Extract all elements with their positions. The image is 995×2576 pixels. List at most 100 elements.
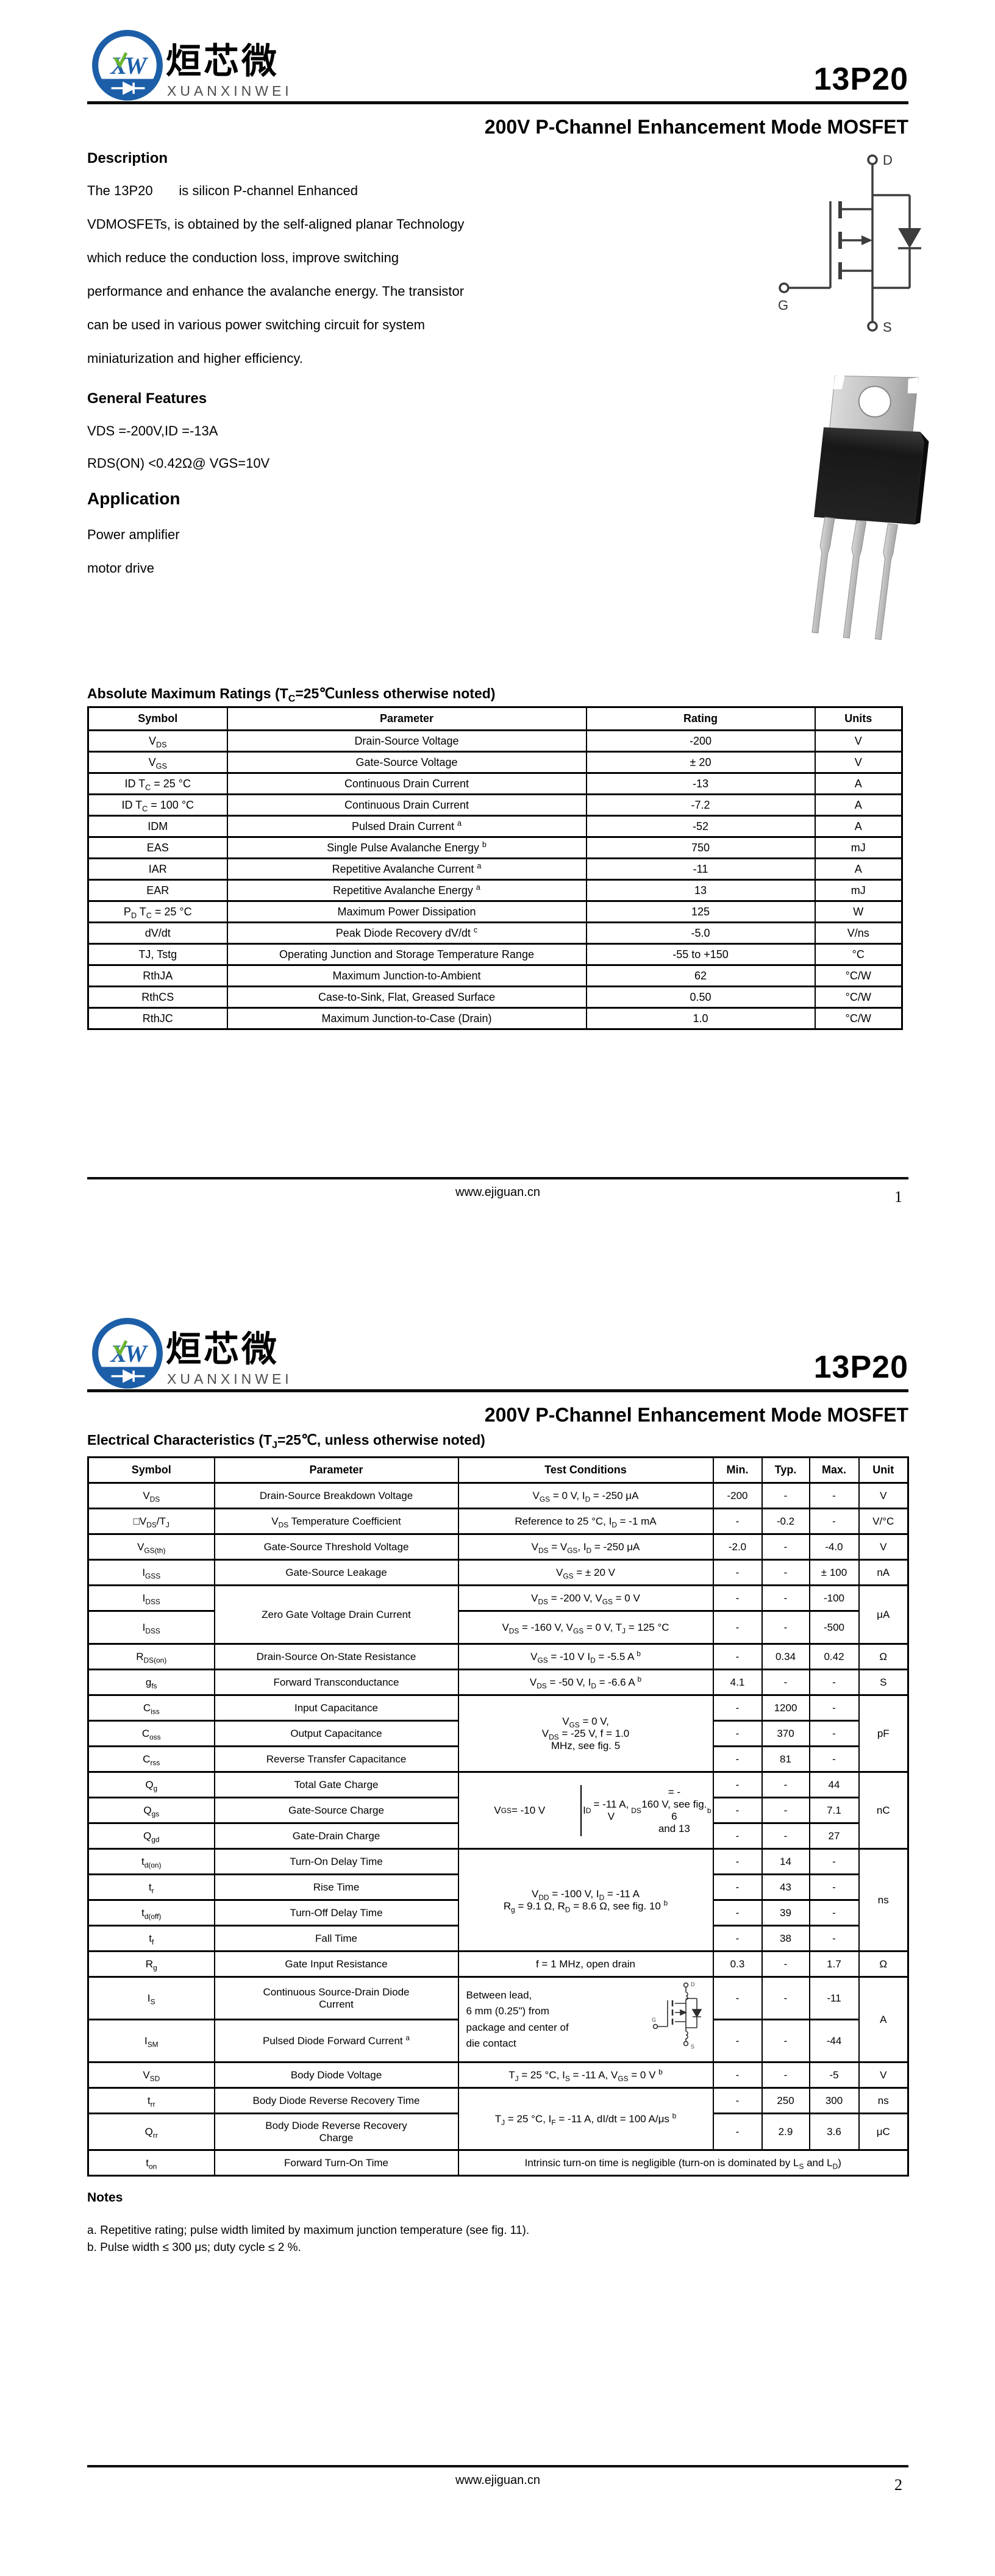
cell: A (814, 793, 903, 817)
header-divider (87, 1389, 908, 1392)
column-header: Parameter (226, 706, 587, 731)
cell: - (712, 1643, 763, 1670)
table-row: RthJA Maximum Junction-to-Ambient 62 °C/W (87, 964, 903, 987)
cell: EAR (87, 879, 228, 902)
cell: - (761, 1822, 810, 1850)
cell: Turn-On Delay Time (213, 1848, 459, 1875)
cell: Turn-Off Delay Time (213, 1899, 459, 1927)
cell: Ω (858, 1643, 909, 1670)
cell: - (712, 1559, 763, 1586)
cell: Total Gate Charge (213, 1771, 459, 1798)
cell: PD TC = 25 °C (87, 900, 228, 923)
footer-url[interactable]: www.ejiguan.cn (455, 2474, 540, 2487)
cell: - (808, 1899, 860, 1927)
table-row: RDS(on) Drain-Source On-State Resistance V… (87, 1643, 909, 1670)
to220-package-photo (811, 374, 929, 640)
cell: -4.0 (808, 1533, 860, 1561)
cell: - (761, 1559, 810, 1586)
table-row: tf Fall Time -38- (87, 1925, 908, 1952)
cell: - (761, 2061, 810, 2089)
feature-line: RDS(ON) <0.42Ω@ VGS=10V (87, 456, 270, 471)
cell: μC (858, 2113, 909, 2151)
mosfet-schematic-symbol: D G S (778, 152, 921, 335)
cell: 39 (761, 1899, 810, 1927)
cell: Ω (858, 1950, 909, 1978)
cell: °C (814, 943, 903, 966)
cell: Continuous Drain Current (226, 772, 587, 795)
page-1: XW 烜芯微 XUANXINWEI 13P20 200V P-Channel E… (87, 30, 929, 1206)
cell: 0.42 (808, 1643, 860, 1670)
cell: - (712, 1976, 763, 2020)
description-line: can be used in various power switching c… (87, 317, 425, 332)
description-paragraph: The 13P20 is silicon P-channel Enhanced … (87, 183, 599, 384)
cell: VSD (87, 2061, 215, 2089)
cell: Input Capacitance (213, 1694, 459, 1722)
part-number: 13P20 (813, 1350, 908, 1385)
column-header: Max. (808, 1456, 860, 1484)
cell: IDM (87, 815, 228, 838)
table-row: trr Body Diode Reverse Recovery Time TJ = … (87, 2087, 909, 2151)
table-row: IDSS Zero Gate Voltage Drain Current VDS =… (87, 1584, 909, 1645)
table-row: Ciss Input Capacitance VGS = 0 V, VDS = -25… (87, 1694, 909, 1773)
company-logo-icon: XW (92, 30, 163, 101)
cell: - (808, 1873, 860, 1901)
cell: - (761, 1482, 810, 1509)
table-row: Qgs Gate-Source Charge - -7.1 (87, 1797, 908, 1824)
cell: -11 (585, 857, 816, 881)
cell: Maximum Power Dissipation (226, 900, 587, 923)
cell: S (858, 1669, 909, 1696)
cell: - (761, 1533, 810, 1561)
cell: V (814, 751, 903, 774)
cell: - (761, 1771, 810, 1798)
cell: Forward Turn-On Time (213, 2149, 459, 2177)
cell: - (808, 1925, 860, 1952)
note-item: b. Pulse width ≤ 300 μs; duty cycle ≤ 2 … (87, 2241, 301, 2254)
cell: ID TC = 25 °C (87, 772, 228, 795)
cell: 0.34 (761, 1643, 810, 1670)
column-header: Symbol (87, 706, 228, 731)
cell: Maximum Junction-to-Ambient (226, 964, 587, 987)
footer-url[interactable]: www.ejiguan.cn (455, 1186, 540, 1199)
cell: 1200 (761, 1694, 810, 1722)
table-row: tr Rise Time -43- (87, 1873, 908, 1901)
table-row: TJ, Tstg Operating Junction and Storage T… (87, 943, 903, 966)
cell: -500 (808, 1610, 860, 1645)
cell: VDS (87, 729, 228, 753)
cell: - (712, 1771, 763, 1798)
cell: Gate-Source Voltage (226, 751, 587, 774)
cell: Gate-Drain Charge (213, 1822, 459, 1850)
cell: - (712, 1797, 763, 1824)
cell: ISM (87, 2019, 215, 2063)
table-row: VDS Drain-Source Breakdown Voltage VGS = 0… (87, 1482, 909, 1509)
description-line: The 13P20 is silicon P-channel Enhanced (87, 183, 358, 198)
cell: VDS = -200 V, VGS = 0 V (457, 1584, 714, 1612)
column-header: Symbol (87, 1456, 215, 1484)
cell: tr (87, 1873, 215, 1901)
cell: Drain-Source Breakdown Voltage (213, 1482, 459, 1509)
cell: RthJC (87, 1007, 228, 1030)
application-heading: Application (87, 489, 180, 508)
cell: ± 100 (808, 1559, 860, 1586)
svg-text:G: G (652, 2017, 656, 2023)
cell: - (712, 1899, 763, 1927)
terminal-label-g: G (778, 298, 788, 313)
cell: Reverse Transfer Capacitance (213, 1745, 459, 1773)
cell: RDS(on) (87, 1643, 215, 1670)
mosfet-diode-icon: D G S (652, 1981, 702, 2050)
cell: Forward Transconductance (213, 1669, 459, 1696)
cell: - (761, 1669, 810, 1696)
cell: - (712, 1694, 763, 1722)
cell: 1.0 (585, 1007, 816, 1030)
electrical-characteristics-table: Symbol Parameter Test Conditions Min. Typ. Ma… (87, 1456, 909, 2177)
cell: - (808, 1745, 860, 1773)
cell: dV/dt (87, 921, 228, 945)
cell: IS (87, 1976, 215, 2020)
cell: -0.2 (761, 1508, 810, 1535)
cell: - (761, 1976, 810, 2020)
note-item: a. Repetitive rating; pulse width limite… (87, 2224, 530, 2237)
cell: 38 (761, 1925, 810, 1952)
brand-name-en: XUANXINWEI (167, 1371, 293, 1387)
cell: -2.0 (712, 1533, 763, 1561)
